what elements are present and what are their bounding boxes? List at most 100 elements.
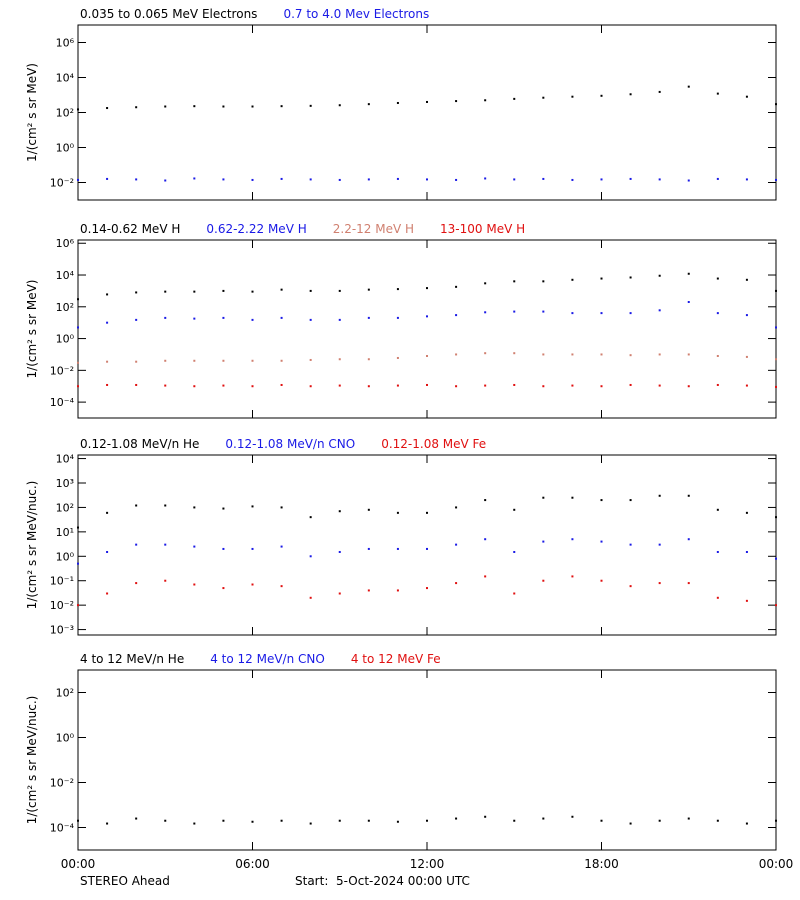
data-point bbox=[164, 290, 167, 293]
data-point bbox=[600, 178, 603, 181]
data-point bbox=[77, 108, 79, 111]
data-point bbox=[542, 496, 545, 499]
data-point bbox=[455, 543, 458, 546]
data-point bbox=[193, 583, 196, 586]
data-point bbox=[338, 318, 341, 321]
data-point bbox=[309, 596, 312, 599]
data-point bbox=[687, 385, 690, 388]
data-point bbox=[251, 820, 254, 823]
data-point bbox=[280, 177, 283, 180]
data-point bbox=[455, 506, 458, 509]
data-point bbox=[77, 562, 79, 565]
data-point bbox=[338, 358, 341, 361]
data-point bbox=[600, 819, 603, 822]
data-point bbox=[309, 555, 312, 558]
data-point bbox=[600, 499, 603, 502]
data-point bbox=[338, 819, 341, 822]
data-point bbox=[251, 505, 254, 508]
data-point bbox=[484, 815, 487, 818]
data-point bbox=[513, 280, 516, 283]
data-point bbox=[658, 384, 661, 387]
data-point bbox=[193, 177, 196, 180]
data-point bbox=[571, 815, 574, 818]
data-point bbox=[338, 178, 341, 181]
footer-left: STEREO Ahead bbox=[80, 874, 170, 888]
plot-frame bbox=[77, 669, 777, 851]
data-point bbox=[426, 178, 428, 181]
data-point bbox=[716, 312, 719, 315]
data-point bbox=[571, 95, 574, 98]
data-point bbox=[426, 511, 428, 514]
data-point bbox=[716, 383, 719, 386]
data-point bbox=[542, 385, 545, 388]
data-point bbox=[106, 822, 109, 825]
data-point bbox=[251, 290, 254, 293]
data-point bbox=[484, 311, 487, 314]
data-point bbox=[309, 178, 312, 181]
data-point bbox=[571, 278, 574, 281]
y-tick-label: 10⁻² bbox=[50, 177, 74, 190]
y-tick-label: 10⁰ bbox=[56, 550, 75, 563]
data-point bbox=[426, 315, 428, 318]
data-point bbox=[367, 385, 370, 388]
y-tick-label: 10⁶ bbox=[56, 37, 75, 50]
data-point bbox=[745, 384, 748, 387]
y-axis-label: 1/(cm² s sr MeV/nuc.) bbox=[25, 481, 39, 610]
data-point bbox=[338, 289, 341, 292]
data-point bbox=[426, 100, 428, 103]
legend-entry: 0.12-1.08 MeV/n He bbox=[80, 437, 199, 451]
data-point bbox=[396, 820, 399, 823]
data-point bbox=[455, 100, 458, 103]
data-point bbox=[367, 589, 370, 592]
data-point bbox=[658, 353, 661, 356]
data-point bbox=[542, 96, 545, 99]
legend-entry: 0.7 to 4.0 Mev Electrons bbox=[283, 7, 429, 21]
data-point bbox=[251, 178, 254, 181]
data-point bbox=[775, 358, 777, 361]
data-point bbox=[396, 511, 399, 514]
data-point bbox=[251, 547, 254, 550]
data-point bbox=[658, 494, 661, 497]
data-point bbox=[106, 177, 109, 180]
data-point bbox=[135, 178, 138, 181]
data-point bbox=[687, 272, 690, 275]
data-point bbox=[426, 587, 428, 590]
y-tick-label: 10⁴ bbox=[56, 72, 75, 85]
legend-entry: 0.12-1.08 MeV Fe bbox=[381, 437, 486, 451]
legend-entry: 0.035 to 0.065 MeV Electrons bbox=[80, 7, 257, 21]
y-axis-label: 1/(cm² s sr MeV/nuc.) bbox=[25, 696, 39, 825]
data-point bbox=[775, 289, 777, 292]
data-point bbox=[629, 543, 632, 546]
data-point bbox=[164, 384, 167, 387]
data-point bbox=[542, 579, 545, 582]
data-point bbox=[484, 177, 487, 180]
data-point bbox=[687, 817, 690, 820]
data-point bbox=[222, 384, 225, 387]
data-point bbox=[745, 95, 748, 98]
data-point bbox=[77, 178, 79, 181]
data-point bbox=[513, 178, 516, 181]
legend-entry: 0.62-2.22 MeV H bbox=[206, 222, 306, 236]
data-point bbox=[600, 540, 603, 543]
data-point bbox=[222, 507, 225, 510]
y-tick-label: 10² bbox=[56, 301, 74, 314]
data-point bbox=[745, 178, 748, 181]
data-point bbox=[77, 819, 79, 822]
x-tick-label: 18:00 bbox=[584, 857, 619, 871]
data-point bbox=[775, 178, 777, 181]
data-point bbox=[222, 316, 225, 319]
data-point bbox=[164, 543, 167, 546]
data-point bbox=[164, 359, 167, 362]
data-point bbox=[600, 385, 603, 388]
data-point bbox=[716, 550, 719, 553]
data-point bbox=[426, 287, 428, 290]
data-point bbox=[600, 353, 603, 356]
data-point bbox=[775, 326, 777, 329]
data-point bbox=[716, 92, 719, 95]
data-point bbox=[513, 819, 516, 822]
data-point bbox=[193, 359, 196, 362]
data-point bbox=[106, 360, 109, 363]
data-point bbox=[571, 312, 574, 315]
data-point bbox=[455, 582, 458, 585]
data-point bbox=[338, 384, 341, 387]
